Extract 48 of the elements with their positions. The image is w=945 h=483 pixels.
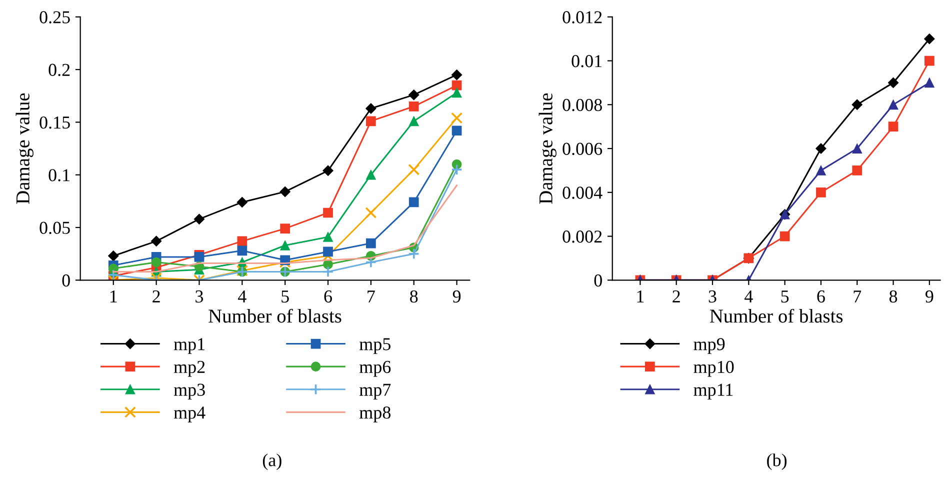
x-tick-label: 7	[854, 290, 862, 302]
y-tick-label: 0.2	[48, 64, 70, 76]
x-tick-label: 6	[324, 290, 332, 303]
legend-label: mp2	[174, 360, 205, 377]
x-tick-label: 7	[368, 290, 375, 302]
y-tick-label: 0.15	[40, 116, 70, 129]
legend-label: mp8	[359, 406, 391, 422]
legend-label: mp4	[174, 406, 206, 422]
x-tick-label: 6	[817, 290, 825, 303]
y-tick-label: 0	[594, 274, 602, 287]
x-tick-label: 8	[410, 290, 418, 303]
y-tick-label: 0.008	[562, 98, 602, 112]
legend-label: mp10	[694, 360, 734, 377]
y-tick-label: 0.1	[48, 169, 70, 182]
x-tick-label: 1	[110, 290, 117, 302]
legend-label: mp11	[694, 384, 733, 400]
legend-label: mp9	[694, 338, 725, 354]
x-axis-title: Number of blasts	[710, 308, 843, 323]
y-axis-title: Damage value	[16, 93, 34, 204]
legend-label: mp6	[359, 360, 391, 377]
legend-label: mp5	[359, 338, 390, 354]
y-tick-label: 0.012	[562, 11, 602, 24]
legend-label: mp3	[174, 384, 205, 400]
x-tick-label: 9	[452, 290, 461, 303]
x-tick-label: 1	[637, 290, 644, 302]
x-tick-label: 4	[744, 290, 753, 302]
y-axis-title: Damage value	[538, 93, 556, 204]
y-tick-label: 0	[62, 274, 70, 287]
x-axis-title: Number of blasts	[208, 308, 342, 323]
x-tick-label: 9	[925, 290, 934, 303]
text: (b)	[767, 454, 787, 470]
x-tick-label: 5	[781, 290, 789, 303]
y-tick-label: 0.25	[40, 11, 70, 24]
y-tick-label: 0.05	[40, 222, 70, 234]
x-tick-label: 3	[196, 290, 204, 303]
y-tick-label: 0.004	[562, 186, 602, 199]
x-tick-label: 5	[282, 290, 289, 303]
x-tick-label: 4	[238, 290, 246, 302]
y-tick-label: 0.002	[562, 230, 602, 243]
text: (a)	[262, 454, 282, 470]
x-tick-label: 2	[152, 290, 160, 302]
y-tick-label: 0.006	[562, 142, 602, 156]
x-tick-label: 3	[708, 290, 716, 303]
x-tick-label: 2	[672, 290, 680, 302]
y-tick-label: 0.01	[572, 55, 602, 68]
x-tick-label: 8	[889, 290, 898, 303]
legend-label: mp1	[174, 338, 205, 354]
legend-label: mp7	[359, 384, 391, 400]
